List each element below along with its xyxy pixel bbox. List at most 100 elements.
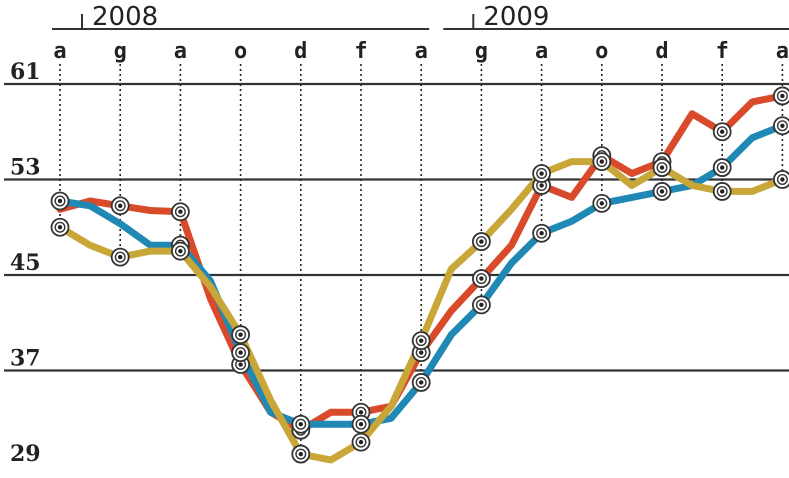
data-point xyxy=(50,191,70,211)
data-point xyxy=(110,196,130,216)
marker-inner-ring xyxy=(355,436,367,448)
month-label: a xyxy=(776,39,789,64)
y-tick-label: 61 xyxy=(10,59,41,85)
marker-dot xyxy=(238,350,243,355)
axis-labels: 61534537292008200910agaodfagaodfa xyxy=(10,2,789,467)
marker-inner-ring xyxy=(235,347,247,359)
marker-inner-ring xyxy=(716,126,728,138)
data-point xyxy=(291,414,311,434)
data-point xyxy=(471,269,491,288)
marker-dot xyxy=(298,451,303,457)
data-point xyxy=(170,202,190,222)
month-label: g xyxy=(114,39,127,64)
marker-inner-ring xyxy=(716,185,728,197)
data-markers xyxy=(50,86,789,464)
data-point xyxy=(532,164,551,183)
month-label: a xyxy=(174,39,187,64)
marker-inner-ring xyxy=(295,418,307,430)
month-label: f xyxy=(716,39,729,64)
marker-dot xyxy=(57,198,63,204)
marker-dot xyxy=(659,189,665,194)
marker-inner-ring xyxy=(596,156,608,168)
marker-inner-ring xyxy=(716,162,728,174)
marker-dot xyxy=(118,203,123,208)
marker-inner-ring xyxy=(415,376,427,388)
marker-inner-ring xyxy=(174,206,186,218)
marker-dot xyxy=(479,276,484,281)
data-point xyxy=(592,193,612,213)
marker-inner-ring xyxy=(776,90,788,102)
grid-lines xyxy=(4,82,789,372)
marker-inner-ring xyxy=(295,448,307,460)
marker-dot xyxy=(780,177,785,182)
marker-dot xyxy=(599,159,604,164)
year-label: 2009 xyxy=(483,2,549,32)
month-label: g xyxy=(475,39,488,64)
marker-dot xyxy=(780,123,785,128)
marker-inner-ring xyxy=(174,245,186,257)
month-label: a xyxy=(535,39,548,64)
marker-dot xyxy=(659,165,665,170)
marker-inner-ring xyxy=(656,162,668,174)
data-point xyxy=(712,158,732,177)
y-tick-label: 29 xyxy=(10,441,41,467)
marker-inner-ring xyxy=(475,299,487,311)
marker-inner-ring xyxy=(536,227,548,239)
data-point xyxy=(411,331,431,351)
marker-dot xyxy=(539,183,544,188)
data-point xyxy=(773,116,789,136)
marker-inner-ring xyxy=(235,329,247,341)
data-point xyxy=(231,343,251,362)
marker-dot xyxy=(720,129,725,134)
marker-dot xyxy=(358,422,364,427)
marker-inner-ring xyxy=(776,120,788,132)
data-point xyxy=(652,182,672,201)
marker-dot xyxy=(358,410,364,415)
month-label: f xyxy=(354,39,367,64)
month-label: o xyxy=(595,39,608,64)
data-point xyxy=(712,182,732,201)
marker-dot xyxy=(238,332,243,337)
marker-dot xyxy=(57,225,63,230)
month-label: o xyxy=(234,39,247,64)
marker-dot xyxy=(720,189,725,194)
marker-inner-ring xyxy=(415,335,427,347)
marker-dot xyxy=(178,209,183,214)
data-point xyxy=(773,86,789,106)
marker-inner-ring xyxy=(114,251,126,263)
marker-dot xyxy=(298,422,303,427)
marker-inner-ring xyxy=(475,273,487,285)
data-point xyxy=(291,444,311,464)
data-point xyxy=(50,217,70,237)
data-point xyxy=(773,170,789,189)
marker-inner-ring xyxy=(54,195,66,207)
marker-dot xyxy=(720,165,725,170)
data-point xyxy=(231,325,251,345)
marker-dot xyxy=(238,362,243,367)
marker-inner-ring xyxy=(536,168,548,180)
y-tick-label: 53 xyxy=(10,155,41,181)
data-point xyxy=(110,247,130,267)
marker-inner-ring xyxy=(596,197,608,209)
marker-inner-ring xyxy=(114,200,126,212)
marker-dot xyxy=(419,338,424,343)
marker-dot xyxy=(539,171,544,176)
data-point xyxy=(532,223,551,243)
year-label: 2008 xyxy=(92,2,158,32)
data-point xyxy=(351,432,371,452)
marker-inner-ring xyxy=(475,236,487,248)
month-guides xyxy=(59,64,784,455)
marker-dot xyxy=(479,302,484,308)
marker-inner-ring xyxy=(656,185,668,197)
month-label: a xyxy=(53,39,66,64)
marker-dot xyxy=(479,239,484,244)
month-label: a xyxy=(415,39,428,64)
marker-dot xyxy=(780,93,785,99)
data-point xyxy=(471,232,491,251)
data-point xyxy=(471,295,491,315)
marker-inner-ring xyxy=(355,418,367,430)
data-point xyxy=(712,122,732,142)
marker-dot xyxy=(118,254,123,260)
y-tick-label: 45 xyxy=(10,250,41,276)
